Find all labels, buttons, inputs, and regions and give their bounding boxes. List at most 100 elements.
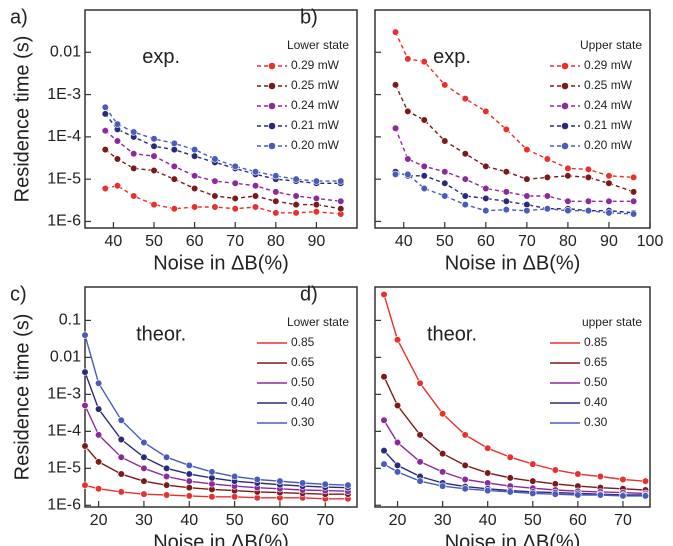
data-point xyxy=(94,379,103,387)
data-point xyxy=(163,453,171,461)
data-point xyxy=(584,173,593,182)
x-tick-label: 80 xyxy=(267,233,285,250)
data-point xyxy=(404,170,412,178)
legend-label: 0.20 mW xyxy=(291,138,340,152)
data-point xyxy=(420,58,428,66)
data-point xyxy=(101,184,109,193)
data-point xyxy=(113,155,122,163)
data-point xyxy=(564,207,572,215)
data-point xyxy=(117,453,125,461)
data-point xyxy=(391,124,400,132)
data-point xyxy=(391,170,400,178)
data-point xyxy=(163,491,171,499)
data-point xyxy=(502,168,510,176)
data-point xyxy=(117,488,125,496)
x-tick-label: 70 xyxy=(614,512,632,529)
x-tick-label: 20 xyxy=(90,512,108,529)
panel: 20 30 40 50 60 70 1E-6 1E-5 1E-4 1E-3 0.01 0.1 Noise… xyxy=(10,283,358,546)
data-point xyxy=(641,477,650,485)
data-point xyxy=(391,81,400,89)
panel-label: a) xyxy=(10,6,28,28)
data-point xyxy=(461,150,469,158)
data-point xyxy=(251,203,260,211)
data-point xyxy=(380,416,388,424)
data-point xyxy=(441,179,449,187)
legend-label: 0.85 xyxy=(291,335,315,349)
panel-label: c) xyxy=(10,283,27,305)
data-point xyxy=(404,155,412,163)
data-point xyxy=(584,197,593,205)
y-tick-label: 1E-6 xyxy=(47,497,81,514)
data-point xyxy=(416,431,424,439)
panel: 40 50 60 70 80 90 1E-6 1E-5 1E-4 1E-3 0.01 Noise in… xyxy=(10,6,358,274)
legend-label: 0.24 mW xyxy=(584,98,633,112)
data-point xyxy=(439,468,447,476)
data-point xyxy=(117,435,125,444)
x-tick-label: 60 xyxy=(477,233,495,250)
data-point xyxy=(506,488,514,496)
x-axis-label: Noise in ΔB(%) xyxy=(153,252,289,274)
data-point xyxy=(543,205,551,213)
data-point xyxy=(185,470,193,478)
x-tick-label: 40 xyxy=(180,512,198,529)
data-point xyxy=(502,206,510,214)
data-point xyxy=(150,135,158,143)
x-tick-label: 20 xyxy=(389,512,407,529)
data-point xyxy=(208,480,216,488)
data-point xyxy=(299,479,307,487)
y-tick-label: 1E-5 xyxy=(47,460,81,477)
data-point xyxy=(170,205,178,213)
data-point xyxy=(150,201,158,209)
panel: 20 30 40 50 60 70 Noise in ΔB(%) d) theor. upper … xyxy=(300,283,651,546)
y-axis-label: Residence time (s) xyxy=(11,36,33,203)
plot-frame xyxy=(84,9,358,229)
data-point xyxy=(393,401,402,410)
x-tick-label: 50 xyxy=(226,512,244,529)
data-point xyxy=(564,197,572,205)
data-point xyxy=(641,492,650,500)
data-point xyxy=(170,146,178,154)
y-tick-label: 1E-3 xyxy=(47,86,81,103)
data-point xyxy=(140,464,148,472)
data-point xyxy=(140,477,148,485)
data-point xyxy=(416,477,424,485)
data-point xyxy=(502,125,510,134)
data-point xyxy=(140,438,148,447)
data-point xyxy=(253,475,261,484)
legend-label: 0.25 mW xyxy=(291,78,340,92)
legend-label: 0.40 xyxy=(291,395,315,409)
data-point xyxy=(596,491,605,499)
data-point xyxy=(185,492,193,500)
data-point xyxy=(484,469,492,477)
data-point xyxy=(441,81,449,89)
legend-label: 0.65 xyxy=(291,355,315,369)
data-point xyxy=(292,209,300,217)
data-point xyxy=(380,447,388,455)
data-point xyxy=(170,139,178,148)
data-point xyxy=(101,110,109,118)
data-point xyxy=(584,165,593,174)
data-point xyxy=(482,184,490,193)
data-point xyxy=(523,146,531,154)
data-point xyxy=(484,486,492,495)
data-point xyxy=(420,184,428,193)
data-point xyxy=(191,172,199,180)
legend-marker xyxy=(268,122,276,130)
data-point xyxy=(393,468,402,476)
data-point xyxy=(551,480,559,488)
x-tick-label: 70 xyxy=(316,512,334,529)
data-point xyxy=(416,379,424,387)
legend-title: upper state xyxy=(582,315,642,329)
data-point xyxy=(584,207,593,215)
data-point xyxy=(337,205,345,213)
data-point xyxy=(94,431,103,439)
x-tick-label: 50 xyxy=(524,512,542,529)
legend-marker xyxy=(561,82,569,90)
legend-label: 0.40 xyxy=(584,395,608,409)
data-point xyxy=(211,203,219,211)
data-point xyxy=(404,55,412,63)
data-point xyxy=(130,128,138,136)
data-point xyxy=(312,208,321,216)
data-point xyxy=(81,368,89,376)
data-point xyxy=(619,475,627,484)
